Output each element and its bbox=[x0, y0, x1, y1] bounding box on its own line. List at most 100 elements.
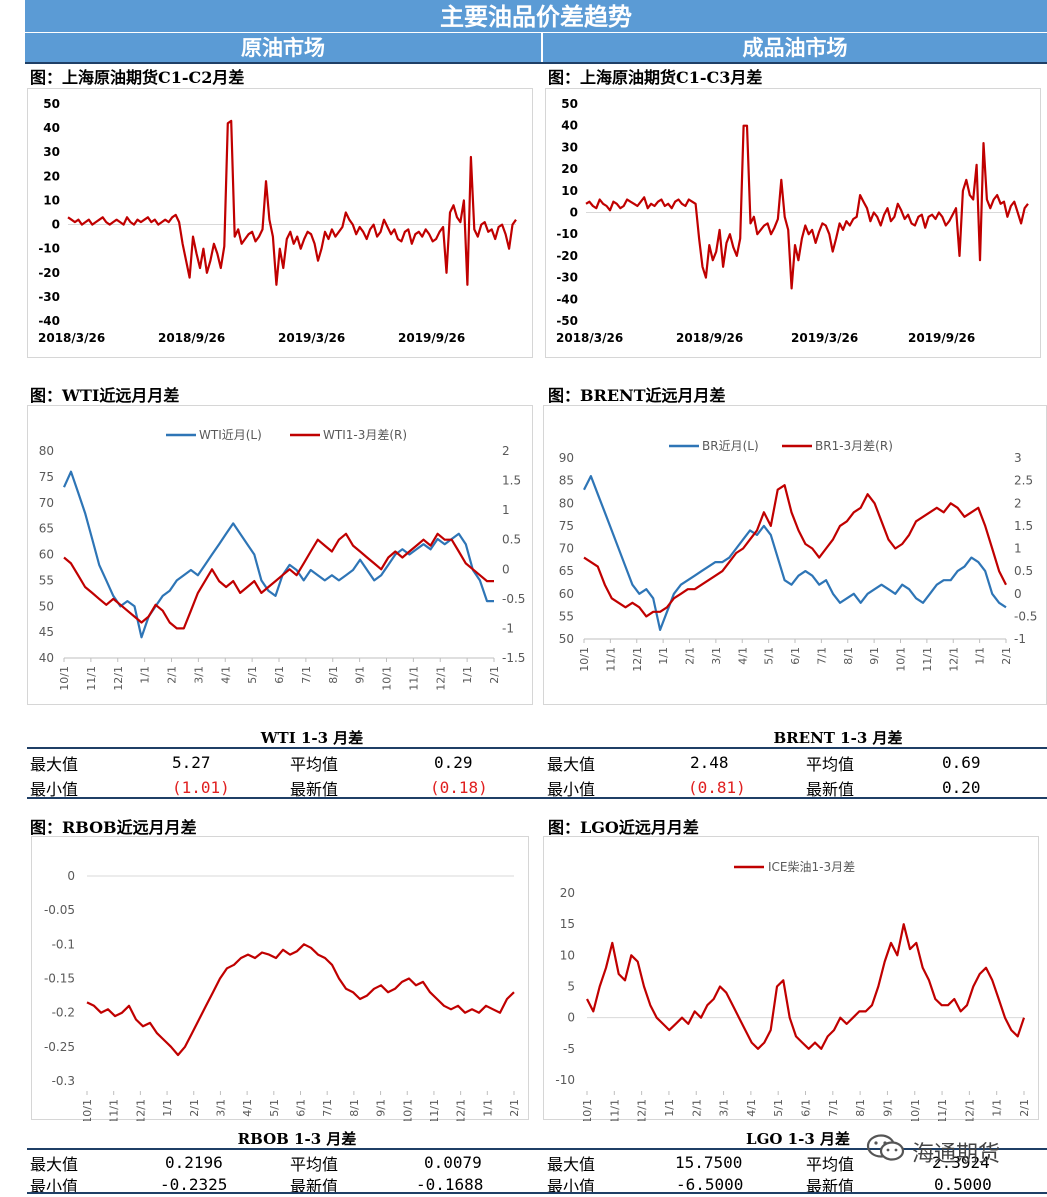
x-tick-label: 2018/9/26 bbox=[676, 331, 743, 345]
wechat-icon bbox=[866, 1133, 906, 1167]
y-tick-label: 20 bbox=[561, 162, 578, 176]
series-line bbox=[586, 923, 1026, 1050]
caption-rbob: 图：RBOB近远月月差 bbox=[30, 818, 197, 837]
x-tick-label: 2/1 bbox=[1000, 647, 1013, 665]
x-tick-label: 2019/3/26 bbox=[791, 331, 858, 345]
y-tick-label: -0.2 bbox=[52, 1006, 75, 1020]
y-right-tick-label: 0.5 bbox=[1014, 564, 1033, 578]
wti-min-label: 最小值 bbox=[30, 780, 79, 799]
stats-title-lgo: LGO 1-3 月差 bbox=[746, 1130, 850, 1148]
y-left-tick-label: 50 bbox=[39, 599, 54, 613]
x-tick-label: 10/1 bbox=[81, 1099, 94, 1121]
legend-label: WTI近月(L) bbox=[199, 428, 262, 442]
y-left-tick-label: 70 bbox=[559, 542, 574, 556]
x-tick-label: 10/1 bbox=[578, 647, 591, 672]
y-right-tick-label: -1 bbox=[502, 621, 514, 635]
y-tick-label: 15 bbox=[560, 917, 575, 931]
y-left-tick-label: 65 bbox=[39, 522, 54, 536]
y-left-tick-label: 75 bbox=[39, 470, 54, 484]
x-tick-label: 9/1 bbox=[881, 1099, 894, 1117]
chart-sc-c1-c2: -40 -30 -20 -10 0 10 20 30 40 50 2018/3/26 2018/9/2… bbox=[27, 88, 533, 358]
x-tick-label: 2019/9/26 bbox=[398, 331, 465, 345]
y-right-tick-label: 1 bbox=[1014, 542, 1022, 556]
brent-min-value: (0.81) bbox=[688, 778, 746, 797]
x-tick-label: 11/1 bbox=[428, 1099, 441, 1121]
x-tick-label: 11/1 bbox=[85, 666, 98, 691]
x-tick-label: 1/1 bbox=[161, 1099, 174, 1117]
x-tick-label: 11/1 bbox=[108, 1099, 121, 1121]
brent-max-value: 2.48 bbox=[690, 753, 729, 772]
y-right-tick-label: 2 bbox=[1014, 496, 1022, 510]
x-tick-label: 3/1 bbox=[718, 1099, 731, 1117]
x-tick-label: 5/1 bbox=[772, 1099, 785, 1117]
y-left-tick-label: 60 bbox=[39, 548, 54, 562]
x-tick-label: 2019/9/26 bbox=[908, 331, 975, 345]
series-line bbox=[583, 475, 1007, 631]
x-tick-label: 7/1 bbox=[827, 1099, 840, 1117]
x-tick-label: 5/1 bbox=[763, 647, 776, 665]
legend-label: ICE柴油1-3月差 bbox=[768, 860, 855, 874]
caption-wti: 图：WTI近远月月差 bbox=[30, 386, 180, 405]
x-tick-label: 3/1 bbox=[214, 1099, 227, 1117]
rbob-max-label: 最大值 bbox=[30, 1155, 79, 1174]
y-left-tick-label: 85 bbox=[559, 474, 574, 488]
y-left-tick-label: 55 bbox=[559, 609, 574, 623]
x-tick-label: 8/1 bbox=[348, 1099, 361, 1117]
legend-label: WTI1-3月差(R) bbox=[323, 428, 407, 442]
x-tick-label: 12/1 bbox=[631, 647, 644, 672]
y-tick-label: 0 bbox=[52, 218, 60, 232]
x-tick-label: 12/1 bbox=[636, 1099, 649, 1121]
y-tick-label: -0.3 bbox=[52, 1074, 75, 1088]
y-right-tick-label: 1.5 bbox=[1014, 519, 1033, 533]
brent-latest-label: 最新值 bbox=[806, 780, 855, 799]
chart-rbob-spread: -0.3 -0.25 -0.2 -0.15 -0.1 -0.05 0 10/1 11/1 12/1… bbox=[31, 836, 529, 1121]
x-tick-label: 11/1 bbox=[407, 666, 420, 691]
y-right-tick-label: 0 bbox=[1014, 587, 1022, 601]
x-tick-label: 10/1 bbox=[909, 1099, 922, 1121]
x-tick-label: 4/1 bbox=[219, 666, 232, 684]
x-tick-label: 2/1 bbox=[690, 1099, 703, 1117]
section-refined-oil: 成品油市场 bbox=[543, 33, 1047, 62]
y-left-tick-label: 80 bbox=[39, 444, 54, 458]
caption-sc12: 图：上海原油期货C1-C2月差 bbox=[30, 68, 245, 87]
y-tick-label: -0.05 bbox=[44, 903, 75, 917]
x-tick-label: 3/1 bbox=[192, 666, 205, 684]
x-tick-label: 1/1 bbox=[657, 647, 670, 665]
y-left-tick-label: 55 bbox=[39, 573, 54, 587]
x-tick-label: 8/1 bbox=[854, 1099, 867, 1117]
y-left-tick-label: 60 bbox=[559, 587, 574, 601]
x-tick-label: 10/1 bbox=[581, 1099, 594, 1121]
x-tick-label: 8/1 bbox=[842, 647, 855, 665]
y-tick-label: -0.15 bbox=[44, 972, 75, 986]
y-tick-label: 50 bbox=[43, 97, 60, 111]
series-line bbox=[67, 119, 517, 286]
caption-brent: 图：BRENT近远月月差 bbox=[548, 386, 726, 405]
x-tick-label: 1/1 bbox=[481, 1099, 494, 1117]
x-tick-label: 7/1 bbox=[815, 647, 828, 665]
brent-min-label: 最小值 bbox=[547, 780, 596, 799]
x-tick-label: 2/1 bbox=[488, 666, 501, 684]
y-right-tick-label: 0.5 bbox=[502, 533, 521, 547]
x-tick-label: 10/1 bbox=[58, 666, 71, 691]
x-tick-label: 2/1 bbox=[1018, 1099, 1031, 1117]
x-tick-label: 2/1 bbox=[508, 1099, 521, 1117]
rbob-min-value: -0.2325 bbox=[160, 1175, 228, 1194]
x-tick-label: 10/1 bbox=[895, 647, 908, 672]
x-tick-label: 6/1 bbox=[800, 1099, 813, 1117]
y-tick-label: -50 bbox=[556, 314, 578, 328]
series-line bbox=[585, 124, 1029, 290]
y-tick-label: -0.25 bbox=[44, 1040, 75, 1054]
y-tick-label: 10 bbox=[560, 948, 575, 962]
x-tick-label: 6/1 bbox=[295, 1099, 308, 1117]
x-tick-label: 11/1 bbox=[604, 647, 617, 672]
x-tick-label: 10/1 bbox=[401, 1099, 414, 1121]
y-tick-label: 10 bbox=[43, 193, 60, 207]
stats-divider-bottom bbox=[27, 797, 1047, 799]
y-right-tick-label: 0 bbox=[502, 562, 510, 576]
x-tick-label: 4/1 bbox=[745, 1099, 758, 1117]
y-tick-label: 30 bbox=[561, 140, 578, 154]
stats-divider bbox=[27, 747, 1047, 749]
y-right-tick-label: 3 bbox=[1014, 451, 1022, 465]
rbob-max-value: 0.2196 bbox=[165, 1153, 223, 1172]
chart-sc-c1-c3: -50 -40 -30 -20 -10 0 10 20 30 40 50 2018/3/26 2018/… bbox=[545, 88, 1041, 358]
